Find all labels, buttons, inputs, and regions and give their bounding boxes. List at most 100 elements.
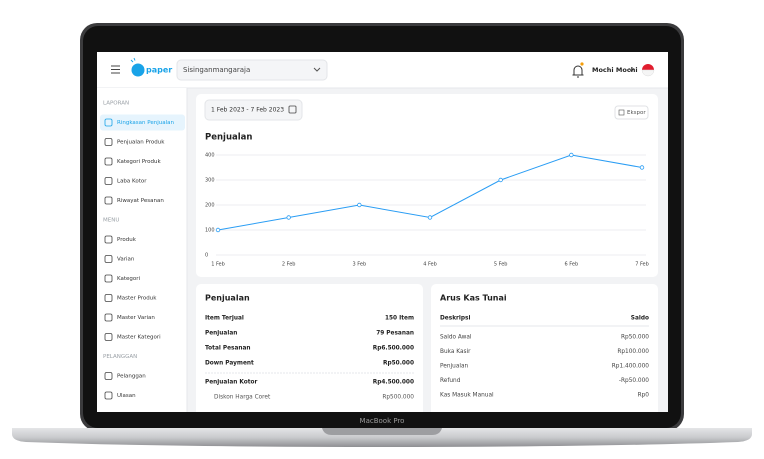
sidebar-icon [104, 118, 113, 127]
point [639, 165, 645, 170]
sidebar-icon [104, 196, 113, 205]
logo-mark [131, 63, 145, 77]
x-tick-label: 3 Feb [353, 262, 367, 268]
cash-value: Rp1.400.000 [612, 364, 650, 370]
sidebar-icon [104, 255, 113, 263]
sidebar-icon [104, 313, 113, 322]
sales-value: Rp50.000 [383, 361, 414, 367]
point [286, 215, 291, 220]
cash-label: Buka Kasir [440, 349, 471, 355]
point [215, 227, 221, 233]
notch [322, 428, 442, 435]
sidebar-item[interactable]: Produk [117, 237, 137, 243]
y-tick-label: 300 [205, 178, 215, 184]
bell[interactable] [572, 65, 584, 78]
sidebar [97, 88, 187, 412]
x-tick-label: 4 Feb [423, 262, 437, 268]
sales-label: Penjualan Kotor [205, 380, 258, 386]
sidebar-item[interactable]: Pelanggan [117, 374, 146, 380]
sidebar-section: MENU [103, 218, 119, 224]
sales-label: Item Terjual [205, 316, 244, 322]
sidebar-icon [104, 333, 113, 341]
sidebar-section: LAPORAN [103, 101, 129, 107]
sidebar-item[interactable]: Kategori [117, 276, 141, 282]
cash-label: Kas Masuk Manual [440, 393, 494, 399]
cash-label: Penjualan [440, 364, 469, 370]
cash-title: Arus Kas Tunai [440, 294, 507, 303]
cash-col: Saldo [631, 316, 649, 322]
sidebar-icon [104, 274, 113, 283]
x-tick-label: 7 Feb [635, 262, 649, 268]
user-chevron [628, 68, 635, 72]
sales-value: Rp6.500.000 [373, 346, 414, 352]
store-select[interactable] [176, 59, 328, 81]
sidebar-icon [104, 138, 113, 146]
x-tick-label: 5 Feb [494, 262, 508, 268]
cash-label: Saldo Awal [440, 335, 472, 341]
date-range: 1 Feb 2023 - 7 Feb 2023 [211, 107, 284, 114]
device-label: MacBook Pro [360, 417, 405, 425]
sidebar-item[interactable]: Penjualan Produk [117, 140, 165, 146]
export-button[interactable] [614, 105, 649, 120]
sales-value: Rp500.000 [382, 395, 414, 401]
base [12, 428, 752, 447]
point [357, 202, 362, 208]
sidebar-icon [104, 372, 113, 380]
flag-bottom [641, 69, 655, 77]
sidebar-item[interactable]: Ulasan [117, 393, 136, 399]
chart-card [196, 94, 658, 277]
sales-label: Penjualan [205, 331, 237, 337]
sales-value: 150 Item [385, 316, 414, 322]
sidebar-item[interactable]: Ringkasan Penjualan [117, 120, 175, 126]
point [569, 152, 574, 158]
y-tick-label: 100 [205, 228, 215, 234]
sales-value: Rp4.500.000 [373, 380, 414, 386]
y-tick-label: 0 [205, 253, 208, 259]
sidebar-item[interactable]: Master Varian [117, 315, 155, 321]
sidebar-icon [104, 235, 113, 244]
sidebar-item[interactable]: Varian [117, 257, 135, 263]
sidebar-item[interactable]: Master Produk [117, 296, 157, 302]
sidebar-item[interactable]: Laba Kotor [117, 179, 147, 185]
sidebar-icon [104, 157, 113, 166]
cash-value: Rp0 [638, 393, 650, 399]
sales-title: Penjualan [205, 294, 250, 303]
export-label: Ekspor [627, 110, 646, 116]
sales-value: 79 Pesanan [376, 331, 414, 337]
cash-col: Deskripsi [440, 316, 470, 322]
chevron [313, 67, 321, 72]
logo-text: paper [146, 66, 172, 75]
flag-top [642, 64, 654, 70]
point [498, 177, 503, 183]
user-name: Mochi Mochi [592, 66, 638, 74]
sales-label: Diskon Harga Coret [214, 395, 271, 401]
sidebar-icon [104, 294, 113, 302]
store-name: Sisinganmangaraja [183, 66, 250, 74]
sales-label: Down Payment [205, 361, 254, 367]
sidebar-active [100, 114, 185, 131]
sales-label: Total Pesanan [205, 346, 251, 352]
sidebar-item[interactable]: Master Kategori [117, 335, 161, 341]
cash-card [431, 284, 658, 412]
x-tick-label: 6 Feb [565, 262, 579, 268]
cash-value: -Rp50.000 [619, 378, 649, 384]
sidebar-item[interactable]: Kategori Produk [117, 159, 162, 165]
y-tick-label: 200 [205, 203, 215, 209]
sidebar-icon [104, 177, 113, 185]
date-picker[interactable] [204, 99, 303, 121]
sidebar-item[interactable]: Riwayat Pesanan [117, 198, 164, 204]
logo-spark [130, 57, 136, 63]
x-tick-label: 1 Feb [211, 262, 225, 268]
sales-card [196, 284, 423, 412]
export-icon [618, 109, 625, 116]
y-tick-label: 400 [205, 153, 215, 159]
sidebar-section: PELANGGAN [103, 354, 137, 360]
screen: paper Sisinganmangaraja Mochi Mochi LAPORAN… [97, 52, 668, 412]
bell-dot [580, 62, 584, 66]
calendar-icon [288, 105, 297, 114]
cash-value: Rp50.000 [621, 335, 649, 341]
chart-title: Penjualan [205, 133, 252, 143]
cash-value: Rp100.000 [617, 349, 649, 355]
